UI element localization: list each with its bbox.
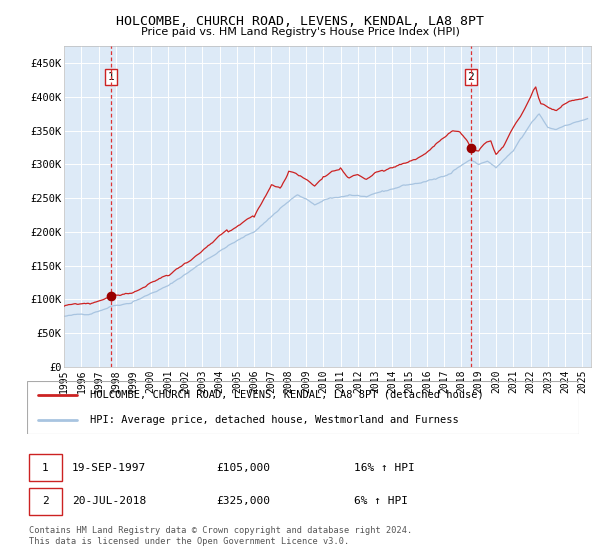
Text: Price paid vs. HM Land Registry's House Price Index (HPI): Price paid vs. HM Land Registry's House … — [140, 27, 460, 37]
Text: 1: 1 — [42, 463, 49, 473]
Text: 19-SEP-1997: 19-SEP-1997 — [72, 463, 146, 473]
Text: £105,000: £105,000 — [216, 463, 270, 473]
Text: HOLCOMBE, CHURCH ROAD, LEVENS, KENDAL, LA8 8PT: HOLCOMBE, CHURCH ROAD, LEVENS, KENDAL, L… — [116, 15, 484, 28]
Text: HOLCOMBE, CHURCH ROAD, LEVENS, KENDAL, LA8 8PT (detached house): HOLCOMBE, CHURCH ROAD, LEVENS, KENDAL, L… — [91, 390, 484, 400]
Text: HPI: Average price, detached house, Westmorland and Furness: HPI: Average price, detached house, West… — [91, 415, 459, 425]
Text: 6% ↑ HPI: 6% ↑ HPI — [354, 496, 408, 506]
Text: Contains HM Land Registry data © Crown copyright and database right 2024.
This d: Contains HM Land Registry data © Crown c… — [29, 526, 412, 546]
Text: 2: 2 — [467, 72, 474, 82]
Text: 2: 2 — [42, 496, 49, 506]
Text: 20-JUL-2018: 20-JUL-2018 — [72, 496, 146, 506]
Text: 1: 1 — [108, 72, 115, 82]
Text: £325,000: £325,000 — [216, 496, 270, 506]
Text: 16% ↑ HPI: 16% ↑ HPI — [354, 463, 415, 473]
